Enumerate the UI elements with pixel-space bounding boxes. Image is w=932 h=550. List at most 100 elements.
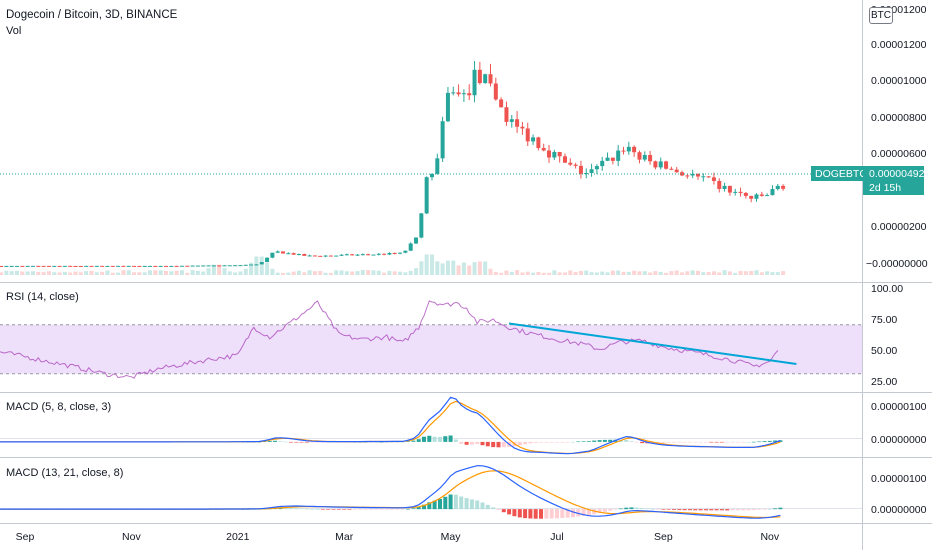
- price-tag[interactable]: DOGEBTC 0.00000492 2d 15h: [811, 166, 925, 195]
- histogram-bar: [411, 508, 416, 510]
- volume-bar: [89, 270, 94, 275]
- rsi-axis[interactable]: 100.00 75.00 50.00 25.00: [871, 283, 903, 388]
- volume-bar: [121, 270, 126, 275]
- candle-body: [249, 264, 254, 266]
- candle-body: [717, 180, 722, 189]
- macd-fast-tick: 0.00000100: [871, 401, 927, 413]
- candle-body: [275, 251, 280, 253]
- histogram-bar: [539, 509, 543, 519]
- volume-bar: [281, 272, 286, 275]
- histogram-bar: [342, 509, 347, 510]
- candle-body: [339, 254, 344, 256]
- candle-body: [520, 126, 525, 129]
- macd-slow-axis[interactable]: 0.00000100 0.00000000: [871, 473, 927, 516]
- volume-bar: [727, 271, 732, 275]
- candle-body: [78, 265, 83, 267]
- price-pane[interactable]: [0, 61, 862, 275]
- candle-body: [137, 265, 142, 267]
- rsi-pane[interactable]: [0, 300, 862, 379]
- macd-slow-pane[interactable]: [0, 465, 862, 519]
- currency-button[interactable]: BTC: [869, 7, 893, 24]
- candle-body: [445, 92, 450, 122]
- volume-bar: [307, 270, 312, 275]
- histogram-bar: [496, 509, 501, 510]
- volume-bar: [536, 271, 541, 275]
- volume-bar: [84, 271, 89, 275]
- histogram-bar: [517, 441, 522, 446]
- histogram-bar: [453, 439, 458, 442]
- histogram-bar: [656, 441, 661, 443]
- histogram-bar: [310, 509, 315, 510]
- candle-body: [46, 265, 51, 267]
- histogram-bar: [640, 508, 645, 510]
- candle-body: [174, 265, 179, 267]
- histogram-bar: [374, 509, 379, 510]
- volume-bar: [339, 270, 344, 275]
- volume-bar: [382, 272, 387, 275]
- volume-bar: [355, 271, 360, 275]
- candle-body: [94, 265, 99, 267]
- histogram-bar: [719, 509, 724, 511]
- histogram-bar: [730, 441, 735, 443]
- histogram-bar: [459, 496, 464, 510]
- histogram-bar: [565, 441, 570, 443]
- volume-bar: [424, 254, 429, 275]
- candle-body: [254, 264, 259, 266]
- volume-bar: [4, 270, 9, 275]
- histogram-bar: [416, 507, 421, 510]
- histogram-bar: [517, 509, 522, 518]
- volume-bar: [573, 272, 578, 275]
- candle-body: [153, 265, 158, 267]
- histogram-bar: [539, 441, 543, 443]
- histogram-bar: [289, 441, 293, 443]
- candle-body: [185, 265, 190, 267]
- candle-body: [504, 107, 509, 122]
- time-axis[interactable]: Sep Nov 2021 Mar May Jul Sep Nov: [16, 531, 780, 543]
- candle-body: [302, 254, 307, 256]
- histogram-bar: [523, 441, 528, 445]
- volume-bar: [36, 271, 41, 275]
- volume-bar: [9, 271, 14, 275]
- candle-body: [20, 265, 25, 267]
- volume-bar: [270, 268, 275, 275]
- histogram-bar: [320, 441, 325, 443]
- volume-bar: [717, 272, 722, 275]
- rsi-trendline[interactable]: [508, 322, 797, 365]
- histogram-bar: [560, 509, 565, 518]
- candle-body: [568, 162, 573, 165]
- candle-body: [360, 254, 365, 256]
- histogram-bar: [608, 439, 613, 442]
- candle-body: [483, 74, 488, 84]
- volume-bar: [387, 270, 392, 275]
- histogram-bar: [592, 440, 597, 442]
- candle-body: [163, 265, 168, 267]
- candle-body: [781, 185, 786, 189]
- candle-body: [690, 173, 695, 176]
- candle-body: [749, 195, 754, 199]
- candle-body: [477, 69, 482, 84]
- histogram-bar: [379, 441, 384, 443]
- candle-body: [222, 265, 227, 267]
- candle-body: [451, 92, 456, 94]
- candle-body: [334, 255, 339, 257]
- candle-body: [344, 254, 349, 256]
- histogram-bar: [305, 508, 309, 510]
- candle-body: [179, 265, 184, 267]
- candle-body: [217, 265, 222, 267]
- volume-bar: [499, 272, 504, 275]
- volume-bar: [78, 272, 83, 275]
- macd-fast-pane[interactable]: [0, 396, 862, 455]
- macd-fast-axis[interactable]: 0.00000100 0.00000000: [871, 401, 927, 446]
- volume-bar: [62, 271, 67, 275]
- histogram-bar: [773, 440, 778, 442]
- macd-fast-line: [0, 396, 781, 455]
- candle-body: [706, 176, 711, 178]
- histogram-bar: [491, 441, 496, 448]
- histogram-bar: [496, 441, 501, 448]
- candle-body: [355, 254, 360, 256]
- volume-bar: [328, 272, 333, 275]
- histogram-bar: [315, 509, 320, 510]
- volume-bar: [621, 271, 626, 275]
